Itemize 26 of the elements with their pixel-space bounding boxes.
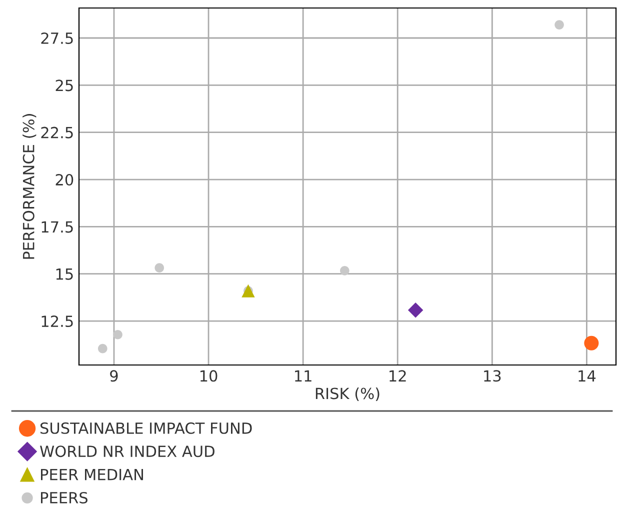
legend-label: WORLD NR INDEX AUD [40,446,214,458]
y-tick-label: 15 [56,268,73,280]
y-tick-label: 17.5 [42,221,73,233]
y-tick-label: 27.5 [41,32,73,44]
y-tick-label: 22.5 [41,126,73,138]
y-axis-title: PERFORMANCE (%) [22,114,36,259]
x-tick-label: 14 [578,370,596,382]
legend-label: SUSTAINABLE IMPACT FUND [40,422,252,434]
x-tick-label: 12 [390,370,406,382]
point [113,330,122,340]
point [98,344,108,354]
x-tick-label: 10 [200,370,218,382]
x-axis-title: RISK (%) [316,387,380,402]
point [154,263,164,272]
x-tick-label: 13 [484,370,501,382]
y-tick-label: 25 [56,80,73,92]
y-tick-label: 12.5 [42,316,73,328]
legend-label: PEER MEDIAN [41,468,143,480]
point [340,266,350,276]
point [584,336,599,350]
point [408,302,424,318]
point [554,20,564,30]
y-tick-label: 20 [56,174,74,186]
x-tick-label: 9 [110,370,118,382]
x-tick-label: 11 [295,370,312,382]
legend-label: PEERS [41,492,88,504]
